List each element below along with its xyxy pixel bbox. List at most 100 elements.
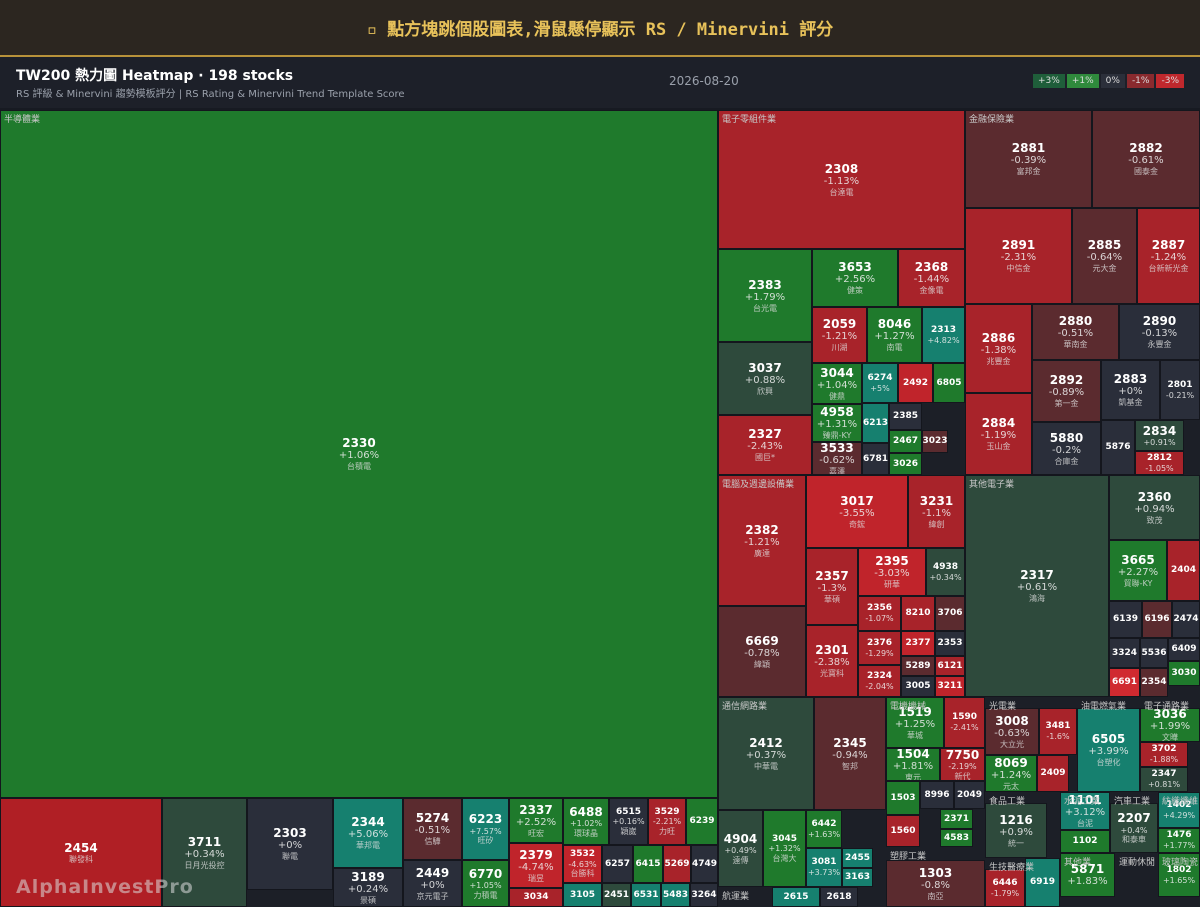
stock-tile[interactable]: 5880 -0.2% 合庫金 <box>1032 422 1101 475</box>
stock-tile[interactable]: 6919 <box>1025 858 1060 907</box>
stock-tile[interactable]: 2891 -2.31% 中信金 <box>965 208 1072 304</box>
stock-tile[interactable]: 3045 +1.32% 台灣大 <box>763 810 806 887</box>
stock-tile[interactable]: 4958 +1.31% 臻鼎-KY <box>812 404 862 442</box>
stock-tile[interactable]: 5871 +1.83% <box>1060 853 1115 897</box>
stock-tile[interactable]: 2451 <box>602 883 631 907</box>
stock-tile[interactable]: 2337 +2.52% 旺宏 <box>509 798 563 843</box>
stock-tile[interactable]: 6781 <box>862 443 889 475</box>
stock-tile[interactable]: 3324 <box>1109 638 1140 668</box>
stock-tile[interactable]: 5289 <box>901 656 935 676</box>
stock-tile[interactable]: 5274 -0.51% 信驊 <box>403 798 462 860</box>
stock-tile[interactable]: 2360 +0.94% 致茂 <box>1109 475 1200 540</box>
stock-tile[interactable]: 3026 <box>889 453 922 475</box>
stock-tile[interactable]: 6515 +0.16% 穎崴 <box>609 798 648 845</box>
stock-tile[interactable]: 3211 <box>935 676 965 697</box>
stock-tile[interactable]: 2330 +1.06% 台積電 <box>0 110 718 798</box>
stock-tile[interactable]: 2404 <box>1167 540 1200 601</box>
stock-tile[interactable]: 3034 <box>509 888 563 907</box>
stock-tile[interactable]: 3532 -4.63% 台勝科 <box>563 845 602 883</box>
stock-tile[interactable]: 3481 -1.6% <box>1039 708 1077 755</box>
stock-tile[interactable]: 2383 +1.79% 台光電 <box>718 249 812 342</box>
stock-tile[interactable]: 6223 +7.57% 旺矽 <box>462 798 509 860</box>
stock-tile[interactable]: 2308 -1.13% 台達電 <box>718 110 965 249</box>
stock-tile[interactable]: 2376 -1.29% <box>858 631 901 665</box>
stock-tile[interactable]: 6691 <box>1109 668 1140 697</box>
stock-tile[interactable]: 1519 +1.25% 華城 <box>886 697 944 748</box>
stock-tile[interactable]: 2059 -1.21% 川湖 <box>812 307 867 363</box>
stock-tile[interactable]: 6139 <box>1109 601 1142 638</box>
stock-tile[interactable]: 6669 -0.78% 緯穎 <box>718 606 806 697</box>
stock-tile[interactable]: 2313 +4.82% <box>922 307 965 363</box>
stock-tile[interactable]: 3706 <box>935 596 965 631</box>
stock-tile[interactable]: 2467 <box>889 430 922 453</box>
stock-tile[interactable]: 2377 <box>901 631 935 656</box>
stock-tile[interactable]: 3030 <box>1168 661 1200 686</box>
stock-tile[interactable]: 3533 -0.62% 嘉澤 <box>812 442 862 475</box>
stock-tile[interactable]: 6274 +5% <box>862 363 898 403</box>
stock-tile[interactable]: 1560 <box>886 815 920 847</box>
stock-tile[interactable]: 6196 <box>1142 601 1172 638</box>
stock-tile[interactable]: 2882 -0.61% 國泰金 <box>1092 110 1200 208</box>
stock-tile[interactable]: 4904 +0.49% 遠傳 <box>718 810 763 887</box>
stock-tile[interactable]: 6488 +1.02% 環球晶 <box>563 798 609 845</box>
stock-tile[interactable]: 2354 <box>1140 668 1168 697</box>
stock-tile[interactable]: 6213 <box>862 403 889 443</box>
stock-tile[interactable]: 2885 -0.64% 元大金 <box>1072 208 1137 304</box>
stock-tile[interactable]: 6770 +1.05% 力積電 <box>462 860 509 907</box>
stock-tile[interactable]: 2883 +0% 凱基金 <box>1101 360 1160 420</box>
stock-tile[interactable]: 1504 +1.81% 東元 <box>886 748 940 781</box>
stock-tile[interactable]: 6409 <box>1168 638 1200 661</box>
stock-tile[interactable]: 3023 <box>922 430 948 453</box>
stock-tile[interactable]: 2301 -2.38% 光寶科 <box>806 625 858 697</box>
stock-tile[interactable]: 2454 聯發科 <box>0 798 162 907</box>
stock-tile[interactable]: 6121 <box>935 656 965 676</box>
stock-tile[interactable]: 1590 -2.41% <box>944 697 985 748</box>
stock-tile[interactable]: 6805 <box>933 363 965 403</box>
stock-tile[interactable]: 1303 -0.8% 南亞 <box>886 860 985 907</box>
stock-tile[interactable]: 2382 -1.21% 廣達 <box>718 475 806 606</box>
stock-tile[interactable]: 3653 +2.56% 健策 <box>812 249 898 307</box>
stock-tile[interactable]: 3005 <box>901 676 935 697</box>
stock-tile[interactable]: 6531 <box>631 883 661 907</box>
stock-tile[interactable]: 2317 +0.61% 鴻海 <box>965 475 1109 697</box>
stock-tile[interactable]: 2385 <box>889 403 922 430</box>
stock-tile[interactable]: 2474 <box>1172 601 1200 638</box>
stock-tile[interactable]: 2884 -1.19% 玉山金 <box>965 393 1032 475</box>
stock-tile[interactable]: 8069 +1.24% 元太 <box>985 755 1037 792</box>
stock-tile[interactable]: 3189 +0.24% 景碩 <box>333 868 403 907</box>
stock-tile[interactable]: 2207 +0.4% 和泰車 <box>1110 803 1158 853</box>
stock-tile[interactable]: 3665 +2.27% 貿聯-KY <box>1109 540 1167 601</box>
stock-tile[interactable]: 2801 -0.21% <box>1160 360 1200 420</box>
stock-tile[interactable]: 2887 -1.24% 台新新光金 <box>1137 208 1200 304</box>
stock-tile[interactable]: 3017 -3.55% 奇鋐 <box>806 475 908 548</box>
stock-tile[interactable]: 2327 -2.43% 國巨* <box>718 415 812 475</box>
stock-tile[interactable]: 3231 -1.1% 緯創 <box>908 475 965 548</box>
stock-tile[interactable]: 2371 <box>940 809 973 829</box>
stock-tile[interactable]: 1476 +1.77% <box>1158 828 1200 853</box>
stock-tile[interactable]: 2492 <box>898 363 933 403</box>
stock-tile[interactable]: 2455 <box>842 848 873 868</box>
stock-tile[interactable]: 2890 -0.13% 永豐金 <box>1119 304 1200 360</box>
stock-tile[interactable]: 1101 +3.12% 台泥 <box>1060 792 1110 830</box>
stock-tile[interactable]: 3008 -0.63% 大立光 <box>985 708 1039 755</box>
stock-tile[interactable]: 4583 <box>940 829 973 847</box>
stock-tile[interactable]: 2886 -1.38% 兆豐金 <box>965 304 1032 393</box>
stock-tile[interactable]: 6442 +1.63% <box>806 810 842 848</box>
stock-tile[interactable]: 6446 -1.79% <box>985 869 1025 907</box>
stock-tile[interactable]: 6415 <box>633 845 663 883</box>
stock-tile[interactable]: 8046 +1.27% 南電 <box>867 307 922 363</box>
stock-tile[interactable]: 2618 <box>820 887 858 907</box>
stock-tile[interactable]: 2615 <box>772 887 820 907</box>
stock-tile[interactable]: 2409 <box>1037 755 1069 792</box>
stock-tile[interactable]: 4749 <box>691 845 718 883</box>
stock-tile[interactable]: 2892 -0.89% 第一金 <box>1032 360 1101 422</box>
stock-tile[interactable]: 2353 <box>935 631 965 656</box>
stock-tile[interactable]: 3081 +3.73% <box>806 848 842 887</box>
stock-tile[interactable]: 2357 -1.3% 華碩 <box>806 548 858 625</box>
stock-tile[interactable]: 2412 +0.37% 中華電 <box>718 697 814 810</box>
stock-tile[interactable]: 3105 <box>563 883 602 907</box>
stock-tile[interactable]: 2368 -1.44% 金像電 <box>898 249 965 307</box>
stock-tile[interactable]: 2880 -0.51% 華南金 <box>1032 304 1119 360</box>
stock-tile[interactable]: 3702 -1.88% <box>1140 742 1188 767</box>
stock-tile[interactable]: 2812 -1.05% <box>1135 451 1184 475</box>
